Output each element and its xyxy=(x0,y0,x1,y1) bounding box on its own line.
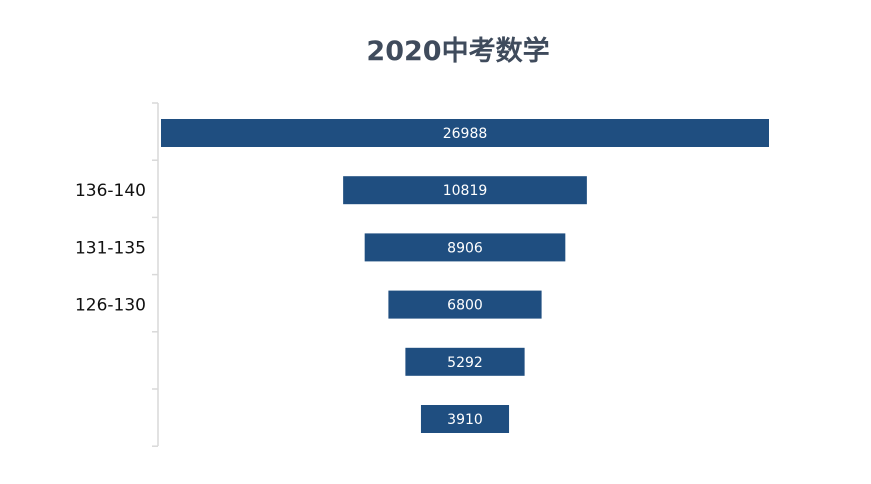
data-labels: 26988 10819 8906 6800 5292 3910 xyxy=(443,126,488,428)
chart-title: 2020中考数学 xyxy=(366,35,549,67)
bar xyxy=(364,233,566,262)
data-label: 26988 xyxy=(443,126,488,142)
data-label: 3910 xyxy=(447,412,483,428)
bar xyxy=(388,290,542,319)
bar xyxy=(343,176,587,205)
data-label: 10819 xyxy=(443,183,488,199)
data-label: 6800 xyxy=(447,298,483,314)
category-label: 126-130 xyxy=(75,296,146,316)
axis-ticks xyxy=(152,102,158,447)
category-labels: 136-140 131-135 126-130 xyxy=(75,181,146,315)
bar xyxy=(161,119,769,147)
data-label: 8906 xyxy=(447,240,483,256)
bar xyxy=(405,347,525,376)
bar xyxy=(420,405,510,433)
bars-group xyxy=(161,119,769,433)
category-label: 131-135 xyxy=(75,238,146,258)
data-label: 5292 xyxy=(447,355,483,371)
category-label: 136-140 xyxy=(75,181,146,201)
